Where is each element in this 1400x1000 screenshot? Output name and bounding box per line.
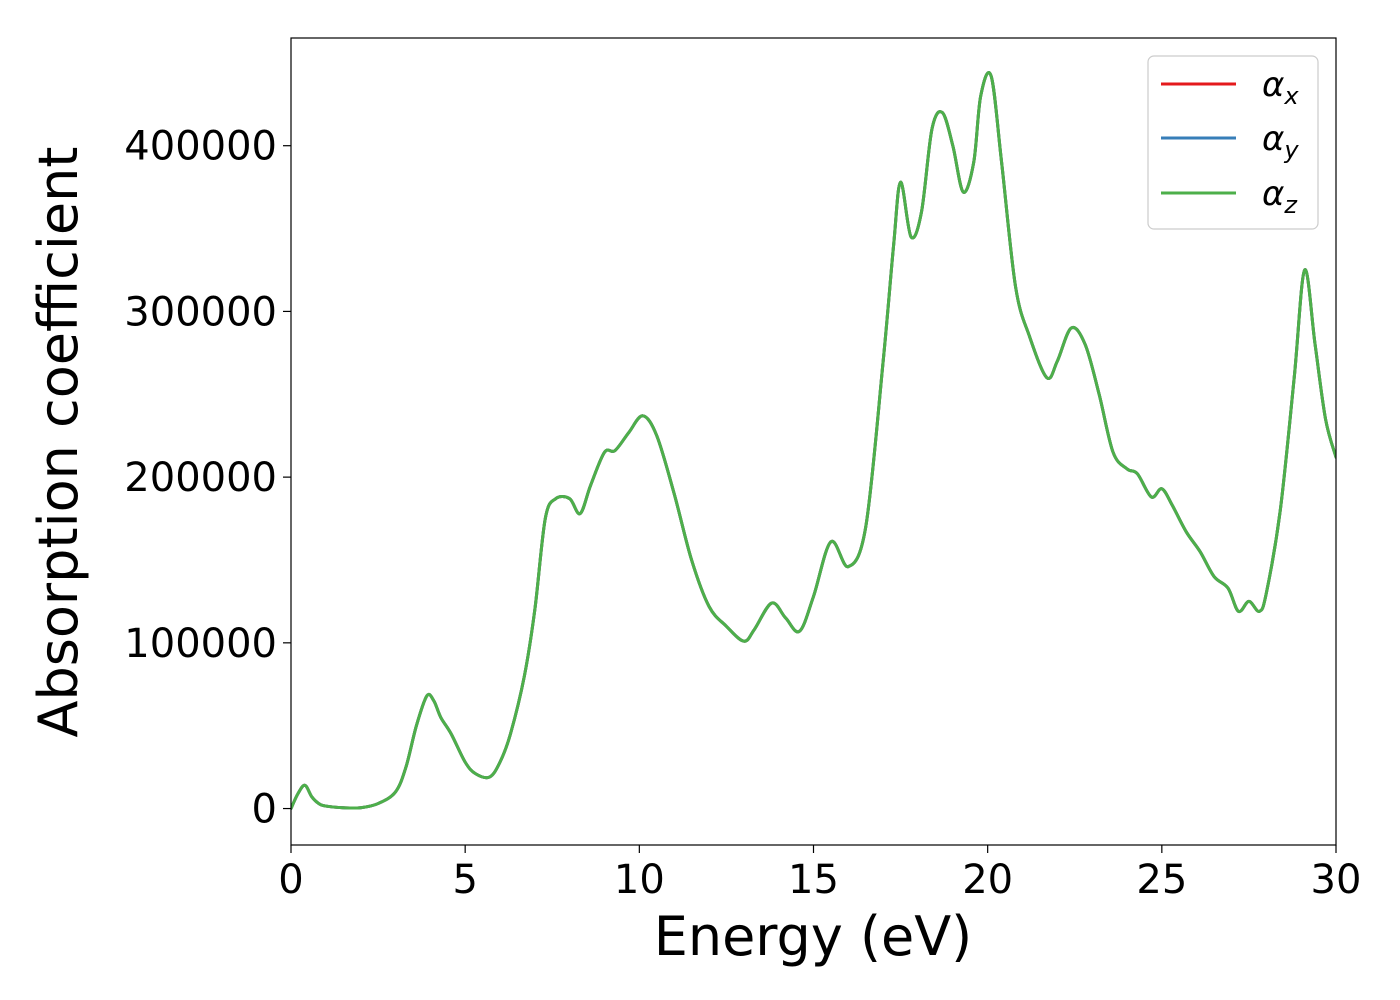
legend-label-alpha-x: αx	[1262, 65, 1299, 110]
x-tick-label: 25	[1136, 857, 1187, 903]
x-axis-label: Energy (eV)	[654, 905, 973, 968]
x-tick-label: 5	[452, 857, 477, 903]
y-axis-ticks: 0 100000 200000 300000 400000	[124, 124, 291, 833]
legend-entries: αx αy αz	[1161, 65, 1299, 219]
y-tick-label: 400000	[124, 124, 277, 170]
y-tick-label: 0	[252, 787, 277, 833]
legend-label-alpha-z: αz	[1262, 174, 1298, 219]
x-tick-label: 15	[788, 857, 839, 903]
x-tick-label: 10	[614, 857, 665, 903]
x-tick-label: 0	[278, 857, 303, 903]
legend: αx αy αz	[1147, 55, 1319, 230]
y-axis-label: Absorption coefficient	[27, 147, 90, 738]
legend-label-alpha-y: αy	[1262, 119, 1299, 164]
y-tick-label: 100000	[124, 621, 277, 667]
series-line-alpha-z	[291, 71, 1336, 811]
x-tick-label: 30	[1311, 857, 1362, 903]
y-tick-label: 300000	[124, 289, 277, 335]
y-tick-label: 200000	[124, 455, 277, 501]
series-layer	[291, 71, 1336, 811]
legend-box	[1147, 55, 1319, 230]
x-tick-label: 20	[962, 857, 1013, 903]
x-axis-ticks: 0 5 10 15 20 25 30	[278, 845, 1361, 903]
